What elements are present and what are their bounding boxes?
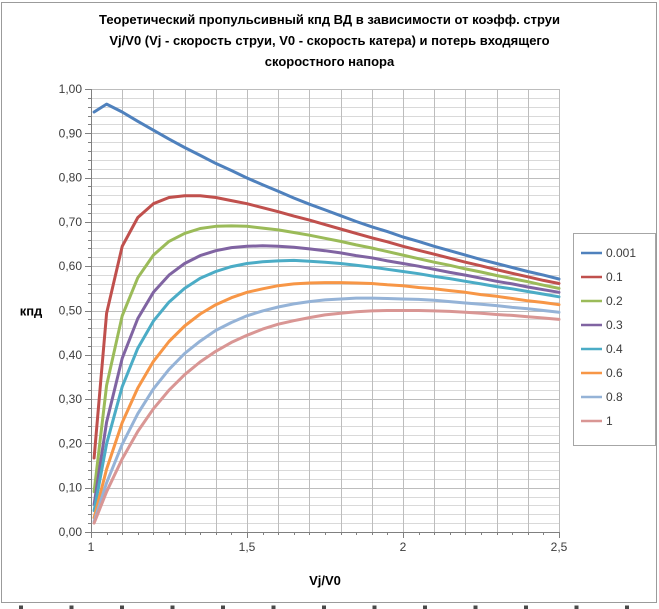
- series-line-0.6: [92, 281, 561, 520]
- legend-box: [573, 233, 656, 446]
- cropped-mark: [322, 605, 326, 609]
- y-tick-label: 1,00: [59, 82, 83, 96]
- y-axis-title: кпд: [20, 304, 43, 319]
- legend: 0.001 0.1 0.2 0.3 0.4 0.6 0.8 1: [573, 233, 656, 446]
- legend-label: 0.2: [606, 294, 623, 308]
- y-tick-label: 0,90: [59, 126, 83, 140]
- legend-label: 0.3: [606, 318, 623, 332]
- cropped-mark: [372, 605, 377, 609]
- x-tick-label: 1: [88, 540, 95, 554]
- y-tick-label: 0,70: [59, 215, 83, 229]
- cropped-mark: [574, 605, 579, 609]
- legend-item-0.001: 0.001: [581, 246, 636, 260]
- x-tick-label: 1,5: [239, 540, 256, 554]
- legend-label: 1: [606, 414, 613, 428]
- y-tick-label: 0,80: [59, 171, 83, 185]
- legend-label: 0.1: [606, 270, 623, 284]
- y-tick-label: 0,20: [59, 436, 83, 450]
- series-line-0.1: [92, 194, 561, 460]
- cropped-mark: [473, 605, 478, 609]
- x-tick-label: 2,5: [551, 540, 568, 554]
- legend-label: 0.001: [606, 246, 636, 260]
- y-tick-label: 0,60: [59, 259, 83, 273]
- series-line-0.4: [92, 258, 561, 513]
- y-tick-label: 0,00: [59, 525, 83, 539]
- cropped-mark: [69, 605, 74, 609]
- legend-item-0.4: 0.4: [581, 342, 623, 356]
- legend-label: 0.6: [606, 366, 623, 380]
- tick-labels: 0,00 0,10 0,20 0,30 0,40 0,50 0,60 0,70 0,80 0,90…: [59, 82, 568, 554]
- legend-item-1: 1: [581, 414, 613, 428]
- legend-label: 0.4: [606, 342, 623, 356]
- cropped-mark: [19, 605, 23, 609]
- series-line-0.3: [92, 244, 561, 506]
- chart-title-line-1: Теоретический пропульсивный кпд ВД в зав…: [99, 12, 560, 27]
- series-line-0.001: [92, 102, 561, 281]
- cropped-mark: [170, 605, 175, 609]
- cropped-mark: [423, 605, 427, 609]
- legend-item-0.2: 0.2: [581, 294, 623, 308]
- legend-label: 0.8: [606, 390, 623, 404]
- legend-item-0.6: 0.6: [581, 366, 623, 380]
- legend-item-0.8: 0.8: [581, 390, 623, 404]
- x-axis-title: Vj/V0: [309, 573, 341, 588]
- y-tick-label: 0,10: [59, 481, 83, 495]
- axes: [85, 89, 560, 538]
- cropped-mark: [120, 605, 124, 609]
- y-tick-label: 0,50: [59, 304, 83, 318]
- legend-item-0.1: 0.1: [581, 270, 623, 284]
- chart-title: Теоретический пропульсивный кпд ВД в зав…: [0, 9, 659, 72]
- cropped-content-row: [19, 605, 629, 609]
- cropped-mark: [221, 605, 225, 609]
- cropped-mark: [524, 605, 528, 609]
- y-tick-label: 0,40: [59, 348, 83, 362]
- x-tick-label: 2: [400, 540, 407, 554]
- chart-title-line-2: Vj/V0 (Vj - скорость струи, V0 - скорост…: [109, 33, 550, 48]
- series-line-0.2: [92, 224, 561, 494]
- chart-title-line-3: скоростного напора: [264, 54, 395, 69]
- series-line-0.8: [92, 296, 561, 523]
- series-line-1: [92, 309, 561, 525]
- cropped-mark: [625, 605, 629, 609]
- legend-item-0.3: 0.3: [581, 318, 623, 332]
- series-lines: [92, 102, 561, 525]
- gridlines: [91, 89, 560, 532]
- y-tick-label: 0,30: [59, 392, 83, 406]
- cropped-mark: [271, 605, 276, 609]
